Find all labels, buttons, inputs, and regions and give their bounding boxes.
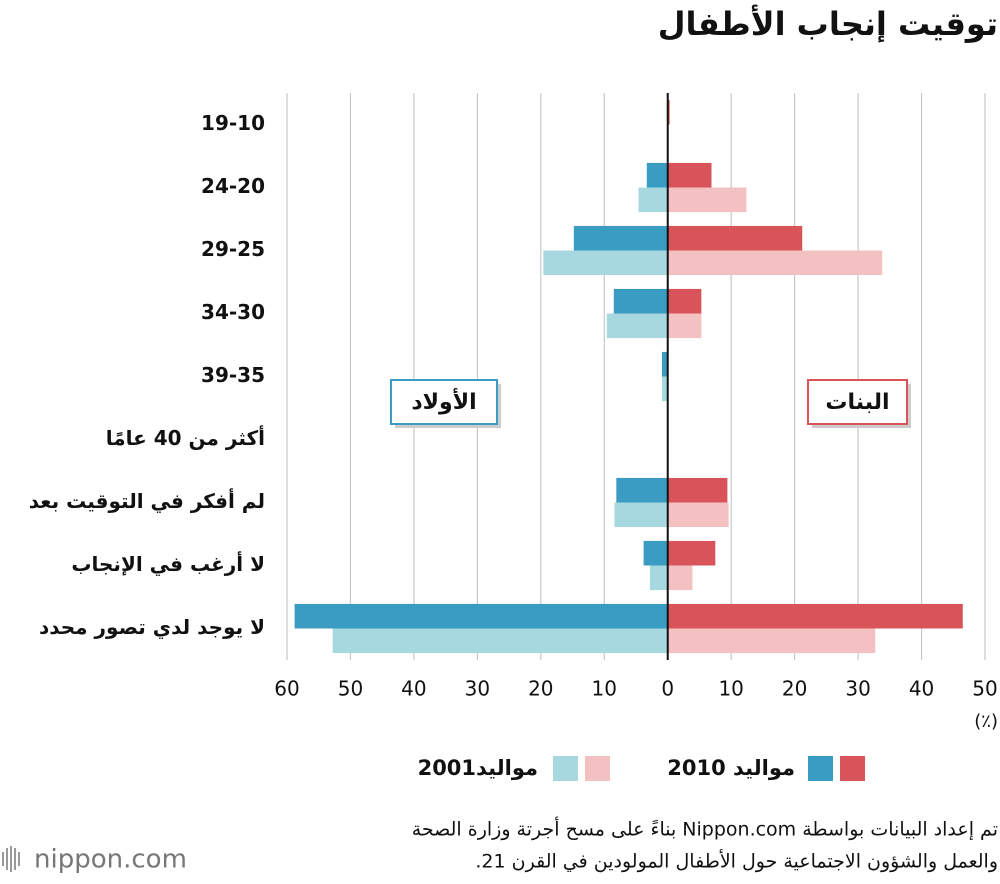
x-tick-label: 50 (338, 677, 363, 701)
bar (667, 225, 803, 251)
x-tick-label: 20 (528, 677, 553, 701)
bar (606, 313, 668, 339)
x-tick-label: 50 (972, 677, 997, 701)
chart-title: توقيت إنجاب الأطفال (658, 4, 998, 44)
bar (332, 628, 668, 654)
bar (646, 162, 668, 188)
x-tick-label: 60 (274, 677, 299, 701)
bar (667, 628, 876, 654)
bar (573, 225, 668, 251)
bar (662, 351, 668, 377)
bar (667, 162, 712, 188)
legend-swatch (553, 756, 578, 781)
side-label-box (807, 379, 908, 425)
logo: nippon.com (34, 845, 187, 875)
x-tick-label: 30 (845, 677, 870, 701)
bar (649, 565, 668, 591)
category-label: أكثر من 40 عامًا (106, 424, 265, 450)
bar (667, 250, 883, 276)
side-label-box (390, 379, 498, 425)
source-line: تم إعداد البيانات بواسطة Nippon.com بناء… (412, 817, 998, 842)
category-label: 29-25 (201, 237, 265, 261)
bar (667, 313, 702, 339)
category-label: 24-20 (201, 174, 265, 198)
x-tick-label: 0 (661, 677, 674, 701)
bar (616, 477, 668, 503)
source-line: والعمل والشؤون الاجتماعية حول الأطفال ال… (475, 850, 998, 873)
x-tick-label: 10 (718, 677, 743, 701)
bar (667, 603, 963, 629)
legend-label: مواليد 2010 (667, 756, 795, 780)
x-tick-label: 10 (592, 677, 617, 701)
x-tick-label: 40 (909, 677, 934, 701)
category-label: 19-10 (201, 111, 265, 135)
side-label: البنات (825, 390, 889, 415)
bar (543, 250, 668, 276)
category-label: لا أرغب في الإنجاب (71, 550, 265, 577)
bar (667, 477, 728, 503)
legend-swatch (808, 756, 833, 781)
legend-swatch (840, 756, 865, 781)
category-label: لم أفكر في التوقيت بعد (29, 487, 265, 514)
x-tick-label: 40 (401, 677, 426, 701)
category-label: لا يوجد لدي تصور محدد (39, 615, 265, 640)
category-label: 34-30 (201, 300, 265, 324)
logo-mark (2, 846, 20, 872)
x-tick-label: 30 (465, 677, 490, 701)
side-label: الأولاد (411, 387, 476, 415)
legend-swatch (585, 756, 610, 781)
bar (667, 288, 702, 314)
bar (667, 502, 729, 528)
bar (643, 540, 668, 566)
unit-label: (٪) (974, 711, 998, 732)
bar (662, 376, 668, 402)
x-tick-label: 20 (782, 677, 807, 701)
bar (667, 540, 716, 566)
bar (614, 502, 668, 528)
bar (667, 187, 747, 213)
bar (294, 603, 668, 629)
category-label: 39-35 (201, 363, 265, 387)
bar (613, 288, 668, 314)
bar (667, 565, 693, 591)
bar (638, 187, 668, 213)
legend-label: مواليد2001 (418, 756, 538, 780)
